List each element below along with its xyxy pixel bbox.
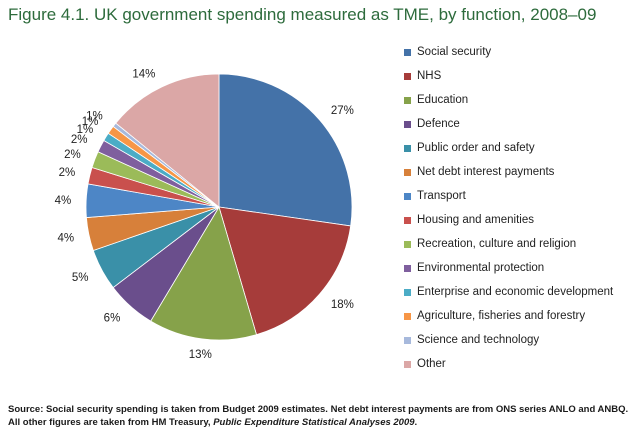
legend-label: Enterprise and economic development <box>417 286 614 298</box>
legend-item-public-order-and-safety: Public order and safety <box>404 136 634 160</box>
data-label-transport: 4% <box>55 195 72 207</box>
pie-slice-education <box>150 206 257 341</box>
legend-label: Other <box>417 358 446 370</box>
source-text: Source: Social security spending is take… <box>8 404 629 428</box>
data-label-public-order-and-safety: 5% <box>72 272 89 284</box>
data-label-other: 14% <box>132 68 155 80</box>
source-note: Source: Social security spending is take… <box>8 403 630 429</box>
chart-legend: Social security NHS Education Defence Public… <box>404 40 634 376</box>
pie-slice-other <box>115 73 220 208</box>
legend-label: Social security <box>417 46 492 58</box>
legend-swatch <box>404 336 411 344</box>
legend-label: Housing and amenities <box>417 214 534 226</box>
legend-swatch <box>404 144 411 152</box>
legend-label: Environmental protection <box>417 262 545 274</box>
legend-item-science-and-technology: Science and technology <box>404 328 634 352</box>
legend-swatch <box>404 312 411 320</box>
legend-swatch <box>404 168 411 176</box>
legend-label: Agriculture, fisheries and forestry <box>417 310 586 322</box>
legend-item-housing-and-amenities: Housing and amenities <box>404 208 634 232</box>
legend-label: Education <box>417 94 469 106</box>
source-publication: Public Expenditure Statistical Analyses … <box>213 417 415 428</box>
legend-swatch <box>404 240 411 248</box>
pie-slice-nhs <box>218 206 352 336</box>
data-label-housing-and-amenities: 2% <box>59 167 76 179</box>
pie-slice-social-security <box>218 73 353 227</box>
legend-item-other: Other <box>404 352 634 376</box>
legend-swatch <box>404 360 411 368</box>
legend-item-recreation-culture-and-religion: Recreation, culture and religion <box>404 232 634 256</box>
legend-swatch <box>404 264 411 272</box>
legend-label: Transport <box>417 190 466 202</box>
data-label-social-security: 27% <box>331 105 354 117</box>
data-label-defence: 6% <box>104 312 121 324</box>
pie-chart: 27%18%13%6%5%4%4%2%2%2%1%1%1%14% <box>55 68 354 360</box>
data-label-environmental-protection: 2% <box>71 134 88 146</box>
source-end: . <box>414 417 418 428</box>
legend-label: NHS <box>417 70 442 82</box>
legend-item-defence: Defence <box>404 112 634 136</box>
data-label-nhs: 18% <box>331 299 354 311</box>
pie-labels: 27%18%13%6%5%4%4%2%2%2%1%1%1%14% <box>55 68 354 360</box>
legend-item-environmental-protection: Environmental protection <box>404 256 634 280</box>
legend-label: Defence <box>417 118 460 130</box>
legend-item-education: Education <box>404 88 634 112</box>
data-label-net-debt-interest-payments: 4% <box>57 232 74 244</box>
legend-label: Recreation, culture and religion <box>417 238 577 250</box>
legend-item-nhs: NHS <box>404 64 634 88</box>
legend-label: Science and technology <box>417 334 540 346</box>
data-label-science-and-technology: 1% <box>86 111 103 123</box>
legend-item-enterprise-and-economic-development: Enterprise and economic development <box>404 280 634 304</box>
legend-item-net-debt-interest-payments: Net debt interest payments <box>404 160 634 184</box>
legend-swatch <box>404 48 411 56</box>
data-label-agriculture-fisheries-and-forestry: 1% <box>82 116 99 128</box>
chart-title: Figure 4.1. UK government spending measu… <box>8 5 597 24</box>
legend-swatch <box>404 72 411 80</box>
legend-item-social-security: Social security <box>404 40 634 64</box>
data-label-education: 13% <box>189 349 212 361</box>
legend-swatch <box>404 192 411 200</box>
data-label-recreation-culture-and-religion: 2% <box>64 149 81 161</box>
legend-item-transport: Transport <box>404 184 634 208</box>
legend-swatch <box>404 288 411 296</box>
legend-item-agriculture-fisheries-and-forestry: Agriculture, fisheries and forestry <box>404 304 634 328</box>
data-label-enterprise-and-economic-development: 1% <box>77 124 94 136</box>
pie-slices <box>85 73 353 341</box>
legend-swatch <box>404 96 411 104</box>
legend-swatch <box>404 216 411 224</box>
legend-label: Net debt interest payments <box>417 166 555 178</box>
legend-label: Public order and safety <box>417 142 535 154</box>
legend-swatch <box>404 120 411 128</box>
